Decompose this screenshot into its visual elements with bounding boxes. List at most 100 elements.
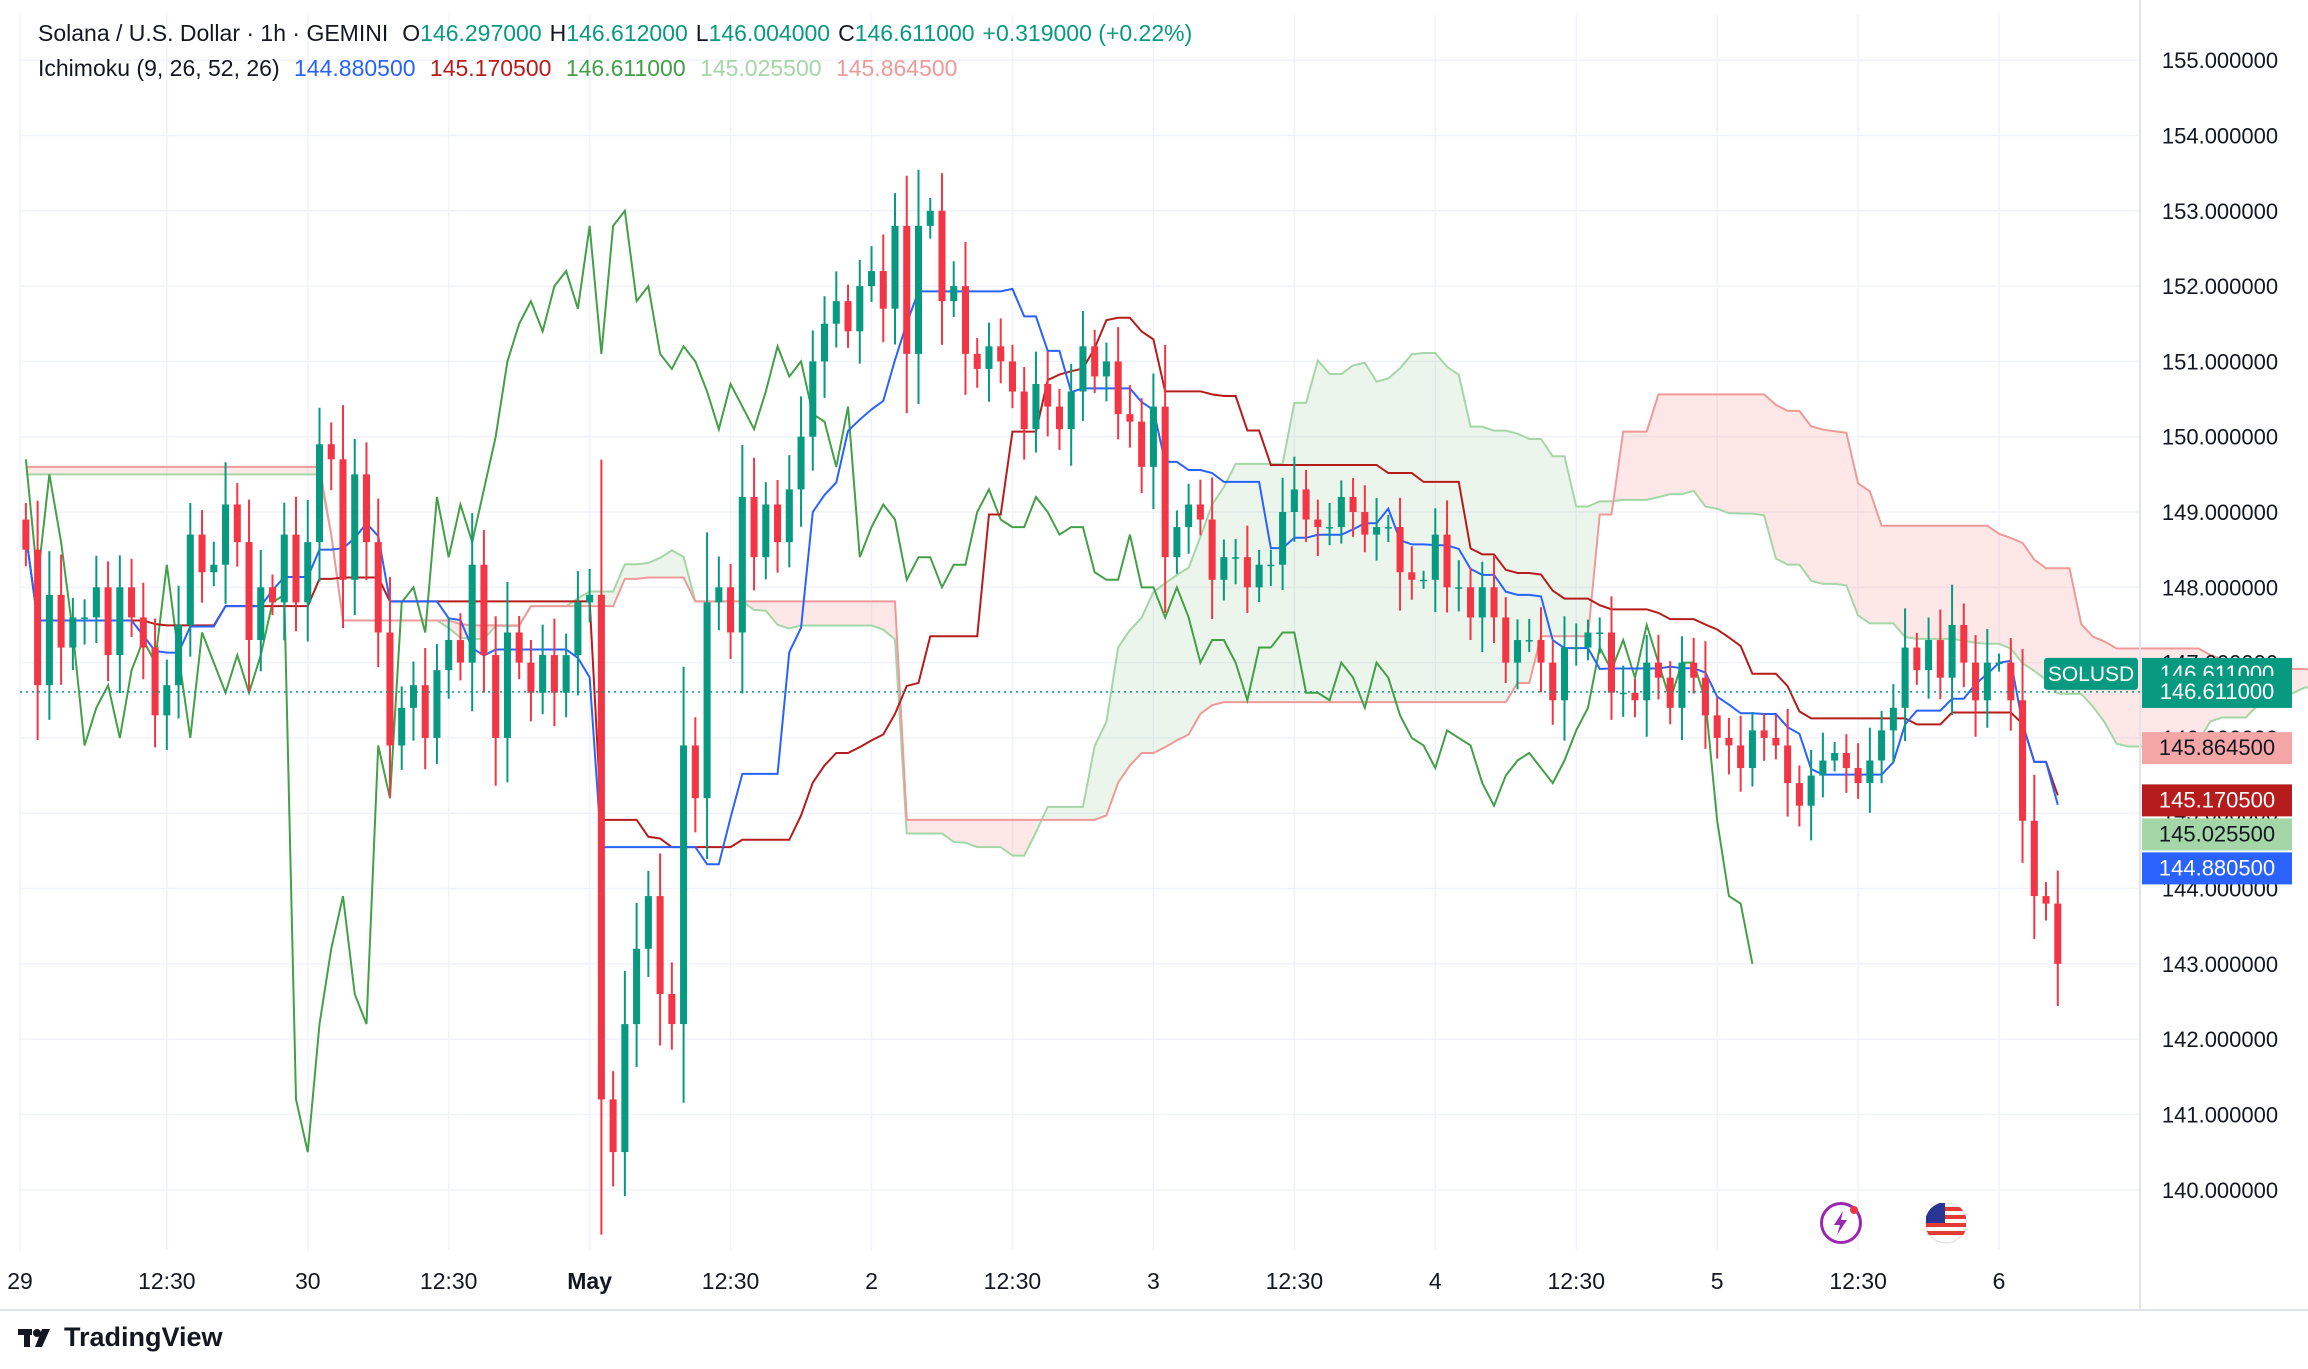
- candle-body: [609, 1099, 617, 1153]
- lightning-icon[interactable]: [1820, 1202, 1862, 1244]
- candle-body: [1889, 707, 1897, 731]
- x-tick-label: 29: [7, 1268, 33, 1294]
- x-tick-label: 5: [1711, 1268, 1724, 1294]
- x-tick-label: 12:30: [420, 1268, 478, 1294]
- candle-body: [1584, 632, 1592, 648]
- candle-body: [1384, 527, 1392, 529]
- candle-body: [492, 655, 500, 738]
- candles: [22, 169, 2062, 1235]
- cloud-segment: [1247, 463, 1260, 703]
- candle-body: [1255, 564, 1263, 588]
- lagging-span-value: 146.611000: [565, 55, 686, 81]
- cloud-segment: [1952, 525, 1964, 641]
- us-flag-icon[interactable]: [1925, 1202, 1967, 1244]
- candle-body: [362, 474, 371, 543]
- candle-body: [1114, 361, 1122, 415]
- candle-body: [1748, 730, 1756, 769]
- x-tick-label: 12:30: [1829, 1268, 1887, 1294]
- candle-body: [1842, 752, 1850, 769]
- candle-body: [210, 564, 218, 573]
- candle-body: [1549, 662, 1557, 701]
- cloud-segment: [202, 466, 214, 475]
- x-tick-label: 2: [865, 1268, 878, 1294]
- cloud-segment: [2034, 559, 2047, 680]
- price-label-box: [2142, 784, 2292, 817]
- candle-body: [1807, 775, 1815, 806]
- cloud-segment: [1259, 463, 1271, 703]
- candle-body: [1349, 496, 1357, 513]
- cloud-segment: [871, 601, 884, 630]
- candle-body: [1032, 383, 1040, 430]
- candle-body: [879, 271, 887, 309]
- candle-body: [1701, 677, 1709, 716]
- cloud-segment: [636, 562, 649, 579]
- candle-body: [1619, 692, 1627, 695]
- cloud-segment: [1529, 438, 1541, 683]
- conversion-line-value: 144.880500: [294, 55, 416, 81]
- candle-body: [1995, 662, 2003, 665]
- candle-body: [1525, 640, 1533, 642]
- candle-body: [1607, 632, 1615, 693]
- high-label: H: [549, 20, 567, 46]
- candle-body: [1196, 504, 1204, 520]
- cloud-segment: [1764, 394, 1776, 559]
- cloud-segment: [131, 466, 144, 475]
- x-tick-label: 6: [1993, 1268, 2006, 1294]
- candle-body: [1854, 768, 1862, 784]
- candle-body: [1161, 406, 1169, 558]
- candle-body: [339, 459, 347, 580]
- cloud-segment: [930, 819, 942, 834]
- cloud-segment: [249, 466, 261, 475]
- tradingview-logo[interactable]: TradingView: [18, 1322, 223, 1353]
- cloud-segment: [1482, 426, 1495, 703]
- indicator-legend[interactable]: Ichimoku (9, 26, 52, 26) 144.880500 145.…: [38, 55, 965, 82]
- cloud-segment: [1999, 533, 2011, 649]
- candle-body: [750, 496, 758, 558]
- cloud-segment: [1353, 362, 1365, 703]
- candle-body: [668, 993, 676, 1025]
- cloud-segment: [1787, 410, 1800, 565]
- y-tick-label: 155.000000: [2162, 48, 2278, 73]
- leading-span-b-line: [25, 393, 2308, 821]
- x-tick-label: 12:30: [138, 1268, 196, 1294]
- cloud-segment: [648, 557, 661, 578]
- candle-body: [1420, 579, 1428, 582]
- candle-body: [315, 444, 324, 543]
- cloud-segment: [1329, 374, 1342, 703]
- candle-body: [1279, 512, 1287, 565]
- change-value: +0.319000 (+0.22%): [982, 20, 1193, 46]
- cloud-segment: [824, 601, 837, 626]
- price-label-box: [2142, 732, 2292, 765]
- candle-body: [950, 286, 958, 302]
- open-value: 146.297000: [420, 20, 542, 46]
- x-tick-label: 3: [1147, 1268, 1160, 1294]
- candle-body: [809, 361, 817, 437]
- cloud-segment: [2010, 537, 2023, 664]
- candle-body: [1091, 346, 1099, 377]
- candle-body: [539, 655, 547, 693]
- cloud-segment: [1000, 819, 1013, 856]
- candle-body: [1467, 587, 1475, 618]
- candle-body: [116, 587, 124, 656]
- cloud-segment: [1470, 426, 1483, 703]
- cloud-segment: [660, 550, 672, 578]
- candle-body: [1431, 534, 1439, 580]
- cloud-segment: [1153, 583, 1166, 753]
- cloud-segment: [988, 819, 1001, 848]
- candle-body: [1326, 527, 1334, 529]
- cloud-segment: [1693, 394, 1706, 507]
- leading-span-a-value: 145.025500: [700, 55, 822, 81]
- cloud-segment: [1094, 721, 1107, 820]
- x-tick-label: 4: [1429, 1268, 1442, 1294]
- cloud-segment: [1623, 431, 1635, 500]
- candle-body: [1784, 745, 1792, 784]
- cloud-segment: [2022, 542, 2035, 671]
- cloud-segment: [1752, 394, 1765, 516]
- cloud-segment: [1447, 366, 1459, 703]
- cloud-segment: [1235, 463, 1248, 703]
- cloud-segment: [1670, 394, 1682, 495]
- us-flag-glyph: [1925, 1202, 1967, 1244]
- candle-body: [1795, 783, 1803, 806]
- cloud-segment: [1270, 463, 1283, 703]
